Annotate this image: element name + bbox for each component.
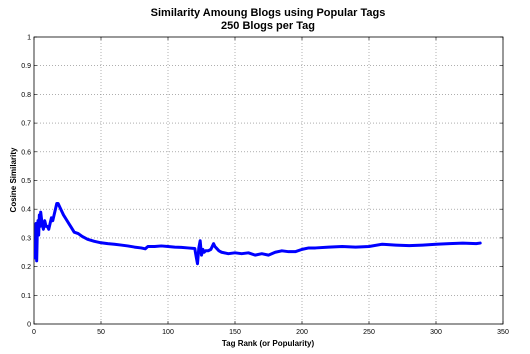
y-tick-label: 0.4 <box>21 207 31 214</box>
y-tick-label: 0.8 <box>21 92 31 99</box>
chart-subtitle: 250 Blogs per Tag <box>221 20 315 32</box>
x-tick-label: 200 <box>296 329 308 336</box>
y-tick-label: 0 <box>27 322 31 329</box>
y-tick-label: 0.9 <box>21 63 31 70</box>
x-tick-label: 100 <box>162 329 174 336</box>
y-tick-label: 0.2 <box>21 264 31 271</box>
y-tick-label: 0.6 <box>21 149 31 156</box>
y-axis-label: Cosine Similarity <box>9 147 18 212</box>
y-tick-label: 1 <box>27 35 31 42</box>
x-tick-label: 350 <box>497 329 509 336</box>
plot-area-frame <box>33 36 504 325</box>
similarity-line <box>33 201 482 266</box>
gridlines <box>34 37 503 324</box>
y-tick-label: 0.3 <box>21 235 31 242</box>
y-tick-label: 0.1 <box>21 293 31 300</box>
x-axis-label: Tag Rank (or Popularity) <box>222 339 315 348</box>
x-tick-label: 50 <box>97 329 105 336</box>
y-tick-label: 0.7 <box>21 121 31 128</box>
x-tick-label: 150 <box>229 329 241 336</box>
x-tick-label: 250 <box>363 329 375 336</box>
axis-ticks: 0 50 100 150 200 250 300 350 0 0.1 0.2 0.3 0.4 0.5 0.6… <box>21 35 509 337</box>
y-tick-label: 0.5 <box>21 178 31 185</box>
x-tick-label: 300 <box>430 329 442 336</box>
chart-title: Similarity Amoung Blogs using Popular Ta… <box>151 7 386 19</box>
x-tick-label: 0 <box>32 329 36 336</box>
